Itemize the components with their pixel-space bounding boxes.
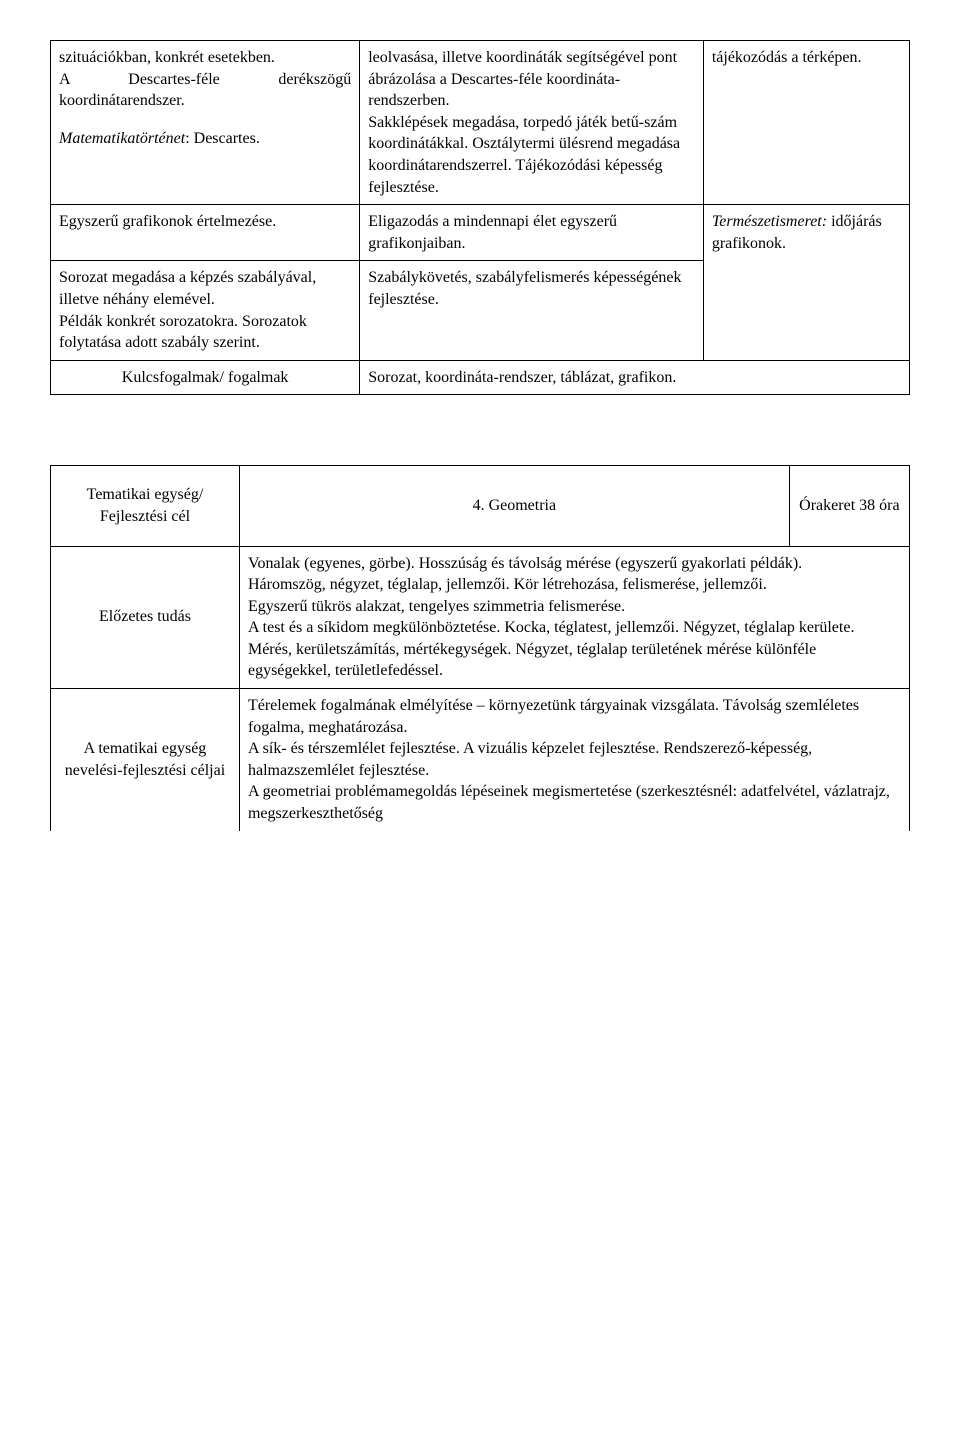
- cell-unit-label: Tematikai egység/ Fejlesztési cél: [51, 466, 240, 546]
- table-row: Egyszerű grafikonok értelmezése. Eligazo…: [51, 205, 910, 261]
- cell-sequence-goal: Szabálykövetés, szabályfelismerés képess…: [360, 261, 704, 360]
- text: Szabálykövetés, szabályfelismerés képess…: [368, 267, 695, 310]
- cell-prior-knowledge-label: Előzetes tudás: [51, 546, 240, 689]
- text: Kulcsfogalmak/ fogalmak: [59, 367, 351, 389]
- text: : Descartes.: [185, 130, 260, 147]
- table-row: Tematikai egység/ Fejlesztési cél 4. Geo…: [51, 466, 910, 546]
- cell-key-concepts-value: Sorozat, koordináta-rendszer, táblázat, …: [360, 360, 910, 395]
- text: Eligazodás a mindennapi élet egyszerű gr…: [368, 211, 695, 254]
- text: Órakeret 38 óra: [798, 495, 901, 517]
- table-row: A tematikai egység nevelési-fejlesztési …: [51, 689, 910, 831]
- text: Sorozat megadása a képzés szabályával, i…: [59, 267, 351, 353]
- text: Térelemek fogalmának elmélyítése – körny…: [248, 695, 901, 825]
- table-row: szituációkban, konkrét esetekben. A Desc…: [51, 41, 910, 205]
- curriculum-table-2: Tematikai egység/ Fejlesztési cél 4. Geo…: [50, 465, 910, 830]
- text: Vonalak (egyenes, görbe). Hosszúság és t…: [248, 553, 901, 683]
- cell-orientation: tájékozódás a térképen.: [703, 41, 909, 205]
- cell-coordinates: leolvasása, illetve koordináták segítség…: [360, 41, 704, 205]
- text: A tematikai egység nevelési-fejlesztési …: [59, 738, 231, 781]
- cell-nature: Természetismeret: időjárás grafikonok.: [703, 205, 909, 361]
- cell-goals-label: A tematikai egység nevelési-fejlesztési …: [51, 689, 240, 831]
- text: 4. Geometria: [248, 495, 781, 517]
- text: leolvasása, illetve koordináták segítség…: [368, 47, 695, 198]
- cell-sequence: Sorozat megadása a képzés szabályával, i…: [51, 261, 360, 360]
- cell-unit-title: 4. Geometria: [239, 466, 789, 546]
- text-italic: Matematikatörténet: [59, 130, 185, 147]
- cell-graphs-goal: Eligazodás a mindennapi élet egyszerű gr…: [360, 205, 704, 261]
- spacer: [50, 395, 910, 465]
- text: Tematikai egység/ Fejlesztési cél: [59, 484, 231, 527]
- cell-situations: szituációkban, konkrét esetekben. A Desc…: [51, 41, 360, 205]
- cell-key-concepts-label: Kulcsfogalmak/ fogalmak: [51, 360, 360, 395]
- cell-goals-body: Térelemek fogalmának elmélyítése – körny…: [239, 689, 909, 831]
- text: Előzetes tudás: [59, 606, 231, 628]
- curriculum-table-1: szituációkban, konkrét esetekben. A Desc…: [50, 40, 910, 395]
- cell-unit-hours: Órakeret 38 óra: [789, 466, 909, 546]
- text: Egyszerű grafikonok értelmezése.: [59, 211, 351, 233]
- cell-prior-knowledge-body: Vonalak (egyenes, görbe). Hosszúság és t…: [239, 546, 909, 689]
- text: tájékozódás a térképen.: [712, 47, 901, 69]
- table-row: Előzetes tudás Vonalak (egyenes, görbe).…: [51, 546, 910, 689]
- cell-graphs: Egyszerű grafikonok értelmezése.: [51, 205, 360, 261]
- text: Sorozat, koordináta-rendszer, táblázat, …: [368, 367, 901, 389]
- text-italic: Természetismeret:: [712, 213, 827, 230]
- text: szituációkban, konkrét esetekben.: [59, 49, 275, 66]
- table-row: Kulcsfogalmak/ fogalmak Sorozat, koordin…: [51, 360, 910, 395]
- text: A Descartes-féle derékszögű koordinátare…: [59, 71, 351, 110]
